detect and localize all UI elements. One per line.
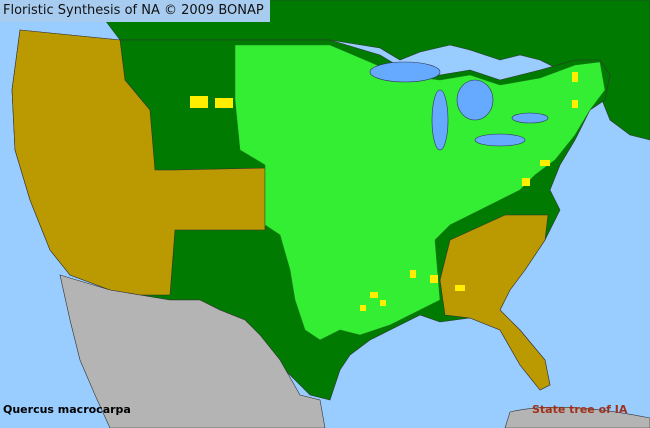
great-lakes	[369, 61, 549, 151]
rare-occurrences	[190, 72, 578, 311]
mexico	[59, 274, 326, 428]
species-label: Quercus macrocarpa	[3, 403, 131, 416]
western-states-absent	[11, 29, 266, 296]
map-title: Floristic Synthesis of NA © 2009 BONAP	[0, 0, 270, 22]
cuba	[504, 406, 650, 428]
state-tree-note: State tree of IA	[532, 403, 628, 416]
southeast-states-absent	[439, 214, 551, 391]
